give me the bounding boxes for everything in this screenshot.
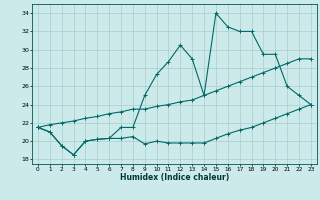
- X-axis label: Humidex (Indice chaleur): Humidex (Indice chaleur): [120, 173, 229, 182]
